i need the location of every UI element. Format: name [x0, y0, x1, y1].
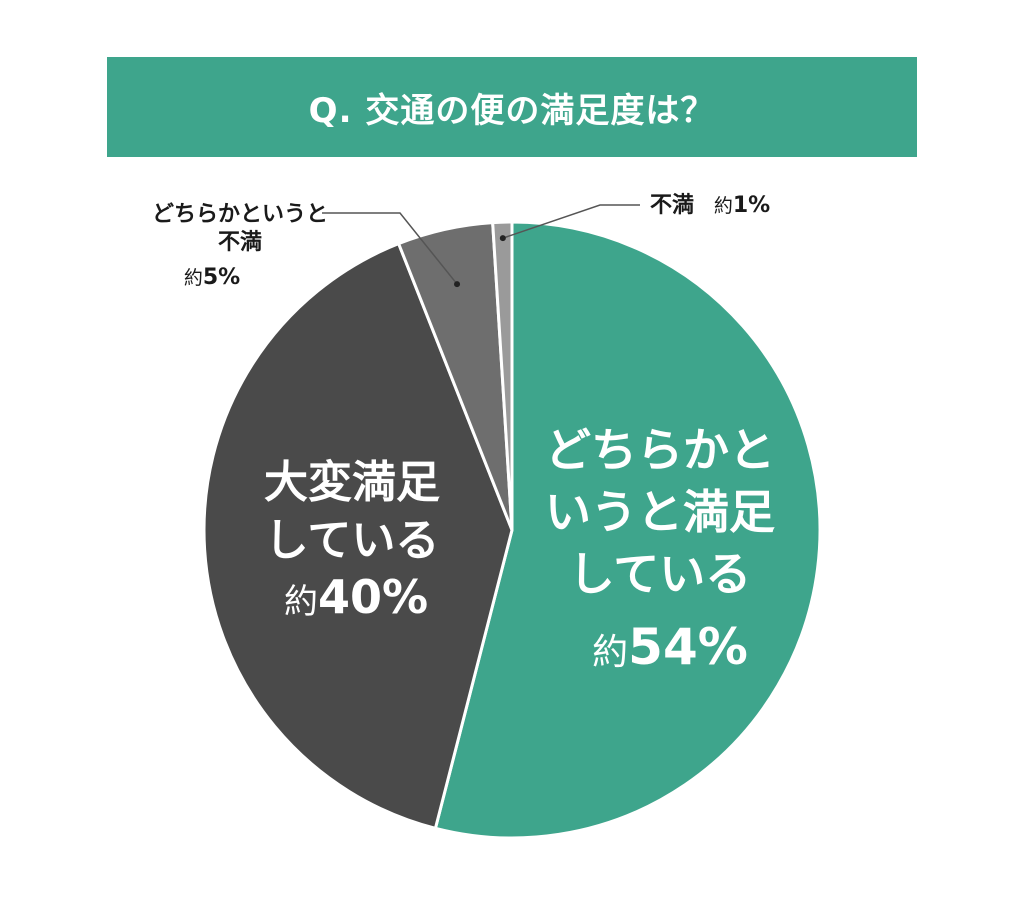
slice-label-very-satisfied: している	[265, 515, 440, 566]
slice-value-somewhat-dissatisfied: 約5%	[184, 265, 240, 290]
pie-slices	[202, 220, 822, 840]
slice-very-satisfied	[202, 241, 514, 831]
leader-line-dissatisfied	[502, 204, 640, 239]
slice-labels: どちらかというと満足している約54%大変満足している約40%どちらかというと不満…	[152, 192, 775, 676]
leader-lines	[322, 204, 640, 288]
slice-label-somewhat-dissatisfied: どちらかというと	[152, 202, 328, 227]
slice-dissatisfied	[491, 220, 514, 531]
slice-value-very-satisfied: 約40%	[284, 570, 428, 624]
slice-label-very-satisfied: 大変満足	[264, 457, 440, 508]
slice-label-somewhat-satisfied: している	[569, 547, 752, 601]
chart-title: Q. 交通の便の満足度は？	[308, 90, 716, 131]
title-banner: Q. 交通の便の満足度は？	[107, 57, 917, 157]
leader-line-dissatisfied-dot	[499, 235, 506, 242]
leader-line-somewhat-dissatisfied	[322, 212, 458, 285]
leader-line-somewhat-dissatisfied-dot	[454, 281, 461, 288]
slice-value-somewhat-satisfied: 約54%	[592, 618, 748, 676]
slice-label-somewhat-satisfied: どちらかと	[545, 423, 775, 477]
slice-label-dissatisfied: 不満	[650, 192, 694, 218]
slice-label-somewhat-dissatisfied: 不満	[218, 229, 262, 255]
slice-somewhat-satisfied	[433, 220, 822, 840]
slice-label-somewhat-satisfied: いうと満足	[545, 485, 775, 539]
slice-value-dissatisfied: 約1%	[714, 193, 770, 218]
